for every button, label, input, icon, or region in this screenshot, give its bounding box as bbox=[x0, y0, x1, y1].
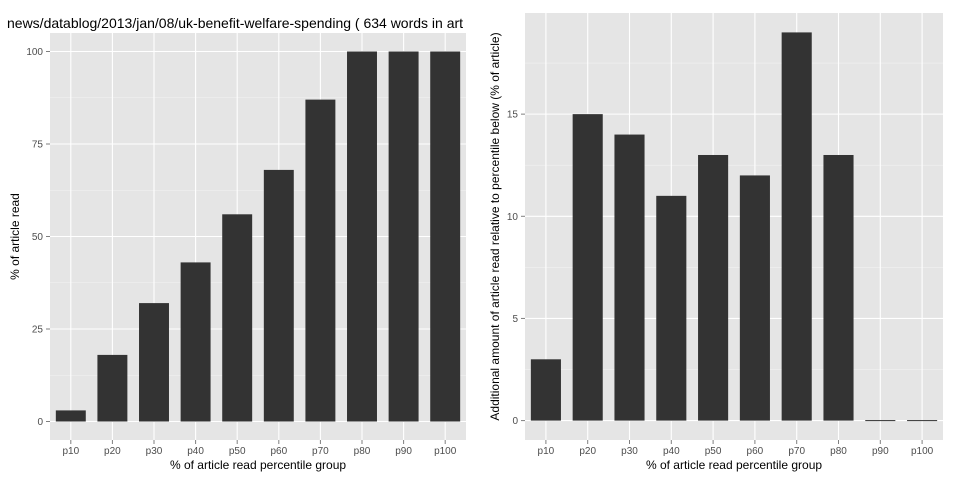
x-tick-label: p70 bbox=[788, 446, 805, 457]
bar-p30 bbox=[139, 303, 169, 422]
x-tick-label: p30 bbox=[146, 446, 163, 457]
bar-p100 bbox=[907, 420, 938, 422]
y-tick-label: 50 bbox=[32, 232, 44, 243]
x-tick-label: p10 bbox=[538, 446, 555, 457]
y-axis-title: % of article read bbox=[8, 193, 22, 280]
y-tick-label: 10 bbox=[507, 212, 519, 223]
bar-p80 bbox=[347, 51, 377, 422]
x-tick-label: p20 bbox=[104, 446, 121, 457]
bar-p90 bbox=[388, 51, 419, 422]
y-tick-label: 75 bbox=[32, 140, 44, 151]
y-tick-label: 0 bbox=[37, 417, 43, 428]
bar-p10 bbox=[530, 359, 561, 421]
bar-p20 bbox=[97, 354, 128, 422]
y-tick-label: 100 bbox=[26, 47, 43, 58]
bar-p70 bbox=[305, 99, 336, 422]
x-tick-label: p50 bbox=[229, 446, 246, 457]
bar-p90 bbox=[865, 420, 896, 422]
x-tick-label: p40 bbox=[663, 446, 680, 457]
bar-p70 bbox=[781, 32, 812, 421]
chart-panel-1: 0 25 50 75 100 p10 p20 p30 p40 p50 p60 p70 p80 p90 p10… bbox=[8, 33, 466, 472]
x-tick-label: p90 bbox=[872, 446, 889, 457]
chart-panel-2: 0 5 10 15 p10 p20 p30 p40 p50 p60 p70 p80 p90 p100 % o… bbox=[488, 13, 943, 472]
x-tick-label: p60 bbox=[270, 446, 287, 457]
bar-p40 bbox=[656, 195, 687, 421]
x-tick-label: p30 bbox=[621, 446, 638, 457]
x-tick-label: p100 bbox=[911, 446, 934, 457]
bar-p10 bbox=[55, 410, 86, 422]
x-tick-label: p70 bbox=[312, 446, 329, 457]
bar-p40 bbox=[180, 262, 211, 422]
bar-p30 bbox=[614, 134, 645, 421]
bar-p60 bbox=[263, 169, 294, 422]
x-tick-label: p100 bbox=[434, 446, 457, 457]
x-tick-label: p40 bbox=[187, 446, 204, 457]
bar-p50 bbox=[222, 214, 253, 422]
x-axis-title: % of article read percentile group bbox=[646, 458, 822, 472]
x-axis-title: % of article read percentile group bbox=[170, 458, 346, 472]
y-tick-label: 5 bbox=[512, 314, 518, 325]
chart-title: news/datablog/2013/jan/08/uk-benefit-wel… bbox=[7, 15, 464, 31]
y-axis-title: Additional amount of article read relati… bbox=[488, 32, 502, 420]
y-tick-label: 0 bbox=[512, 416, 518, 427]
x-tick-label: p60 bbox=[747, 446, 764, 457]
bar-p20 bbox=[572, 114, 603, 421]
y-tick-label: 15 bbox=[507, 110, 519, 121]
bar-p80 bbox=[823, 154, 854, 421]
x-tick-label: p90 bbox=[395, 446, 412, 457]
x-tick-label: p20 bbox=[579, 446, 596, 457]
x-tick-label: p50 bbox=[705, 446, 722, 457]
bar-p50 bbox=[698, 154, 729, 421]
bar-p60 bbox=[739, 175, 770, 421]
x-tick-label: p80 bbox=[830, 446, 847, 457]
x-tick-label: p10 bbox=[62, 446, 79, 457]
y-tick-label: 25 bbox=[32, 325, 44, 336]
x-tick-label: p80 bbox=[354, 446, 371, 457]
bar-p100 bbox=[430, 51, 461, 422]
